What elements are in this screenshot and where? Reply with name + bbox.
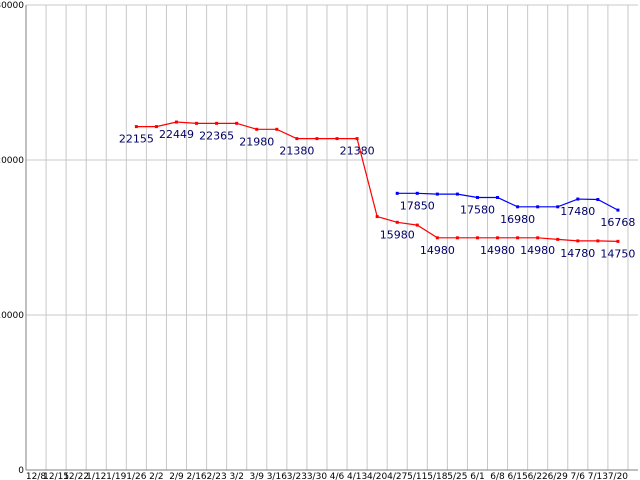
series-0-point xyxy=(596,239,600,243)
series-0-point xyxy=(556,237,560,241)
series-0-point xyxy=(215,121,219,125)
x-tick-label: 12/15 xyxy=(43,472,69,480)
x-tick-label: 5/11 xyxy=(407,472,427,480)
series-0-point xyxy=(355,137,359,141)
series-0-point xyxy=(395,220,399,224)
series-0-point xyxy=(536,236,540,240)
series-0-point xyxy=(235,121,239,125)
series-1-point xyxy=(415,191,419,195)
x-tick-label: 3/9 xyxy=(250,472,265,480)
data-label: 22449 xyxy=(159,128,194,141)
series-0-point xyxy=(375,215,379,219)
x-tick-label: 7/20 xyxy=(608,472,628,480)
x-tick-label: 2/2 xyxy=(149,472,163,480)
x-tick-label: 6/1 xyxy=(470,472,484,480)
x-tick-label: 7/13 xyxy=(588,472,608,480)
series-1-point xyxy=(496,196,500,200)
series-0-point xyxy=(516,236,520,240)
x-tick-label: 4/20 xyxy=(367,472,387,480)
series-0-point xyxy=(455,236,459,240)
series-0-point xyxy=(295,137,299,141)
series-0-point xyxy=(415,223,419,227)
series-0-point xyxy=(174,120,178,124)
data-label: 17580 xyxy=(460,204,495,217)
data-label: 14980 xyxy=(420,244,455,257)
data-label: 22155 xyxy=(119,133,154,146)
series-1-point xyxy=(556,205,560,209)
x-tick-label: 2/9 xyxy=(169,472,184,480)
x-tick-label: 4/27 xyxy=(387,472,407,480)
series-1-point xyxy=(576,197,580,201)
series-1-line xyxy=(397,192,619,211)
series-0-point xyxy=(255,127,259,131)
x-tick-label: 6/8 xyxy=(490,472,505,480)
x-tick-label: 5/18 xyxy=(427,472,447,480)
data-label: 22365 xyxy=(199,129,234,142)
x-tick-label: 7/6 xyxy=(571,472,586,480)
x-tick-label: 5/25 xyxy=(447,472,467,480)
series-layer xyxy=(134,120,620,243)
x-tick-label: 6/29 xyxy=(548,472,568,480)
series-1-point xyxy=(395,191,399,195)
x-tick-label: 2/16 xyxy=(186,472,206,480)
data-label: 16768 xyxy=(600,216,635,229)
data-label: 14750 xyxy=(600,247,635,260)
data-label: 16980 xyxy=(500,213,535,226)
series-0-point xyxy=(335,137,339,141)
series-0-point xyxy=(616,239,620,243)
data-label: 17850 xyxy=(400,199,435,212)
axes xyxy=(25,5,638,471)
series-0-point xyxy=(475,236,479,240)
series-1-point xyxy=(596,198,600,202)
x-tick-label: 12/22 xyxy=(63,472,89,480)
series-0-point xyxy=(195,121,199,125)
data-label: 15980 xyxy=(380,228,415,241)
series-1-point xyxy=(616,208,620,212)
y-tick-label: 30000 xyxy=(0,1,24,11)
x-tick-label: 4/6 xyxy=(330,472,345,480)
data-label: 14780 xyxy=(560,247,595,260)
x-tick-label: 3/2 xyxy=(229,472,243,480)
series-1-point xyxy=(475,196,479,200)
grid xyxy=(25,4,638,471)
data-label: 17480 xyxy=(560,205,595,218)
series-0-point xyxy=(134,125,138,129)
x-tick-label: 6/15 xyxy=(507,472,527,480)
x-tick-label: 1/26 xyxy=(126,472,146,480)
data-label: 14980 xyxy=(520,244,555,257)
y-tick-label: 10000 xyxy=(0,311,24,321)
series-0-point xyxy=(496,236,500,240)
series-1-point xyxy=(516,205,520,209)
series-1-point xyxy=(536,205,540,209)
series-0-point xyxy=(154,125,158,129)
x-tick-label: 3/16 xyxy=(267,472,287,480)
series-0-point xyxy=(435,236,439,240)
series-0-point xyxy=(275,127,279,131)
x-tick-label: 1/12 xyxy=(86,472,106,480)
x-tick-label: 1/19 xyxy=(106,472,126,480)
y-tick-label: 20000 xyxy=(0,156,24,166)
data-label: 21980 xyxy=(239,135,274,148)
data-label: 14980 xyxy=(480,244,515,257)
y-axis-ticks: 0 10000 20000 30000 xyxy=(0,1,24,476)
x-tick-label: 3/30 xyxy=(307,472,327,480)
series-1-point xyxy=(435,192,439,196)
data-label: 21380 xyxy=(279,145,314,158)
x-tick-label: 6/22 xyxy=(528,472,548,480)
data-labels: 22155 22449 22365 21980 21380 21380 15980 14980… xyxy=(119,128,636,260)
data-label: 21380 xyxy=(340,145,375,158)
series-0-point xyxy=(315,137,319,141)
series-0-point xyxy=(576,239,580,243)
series-1-point xyxy=(455,192,459,196)
y-tick-label: 0 xyxy=(18,466,24,476)
x-tick-label: 2/23 xyxy=(207,472,227,480)
x-tick-label: 12/8 xyxy=(26,472,46,480)
x-tick-label: 4/13 xyxy=(347,472,367,480)
x-tick-label: 3/23 xyxy=(287,472,307,480)
